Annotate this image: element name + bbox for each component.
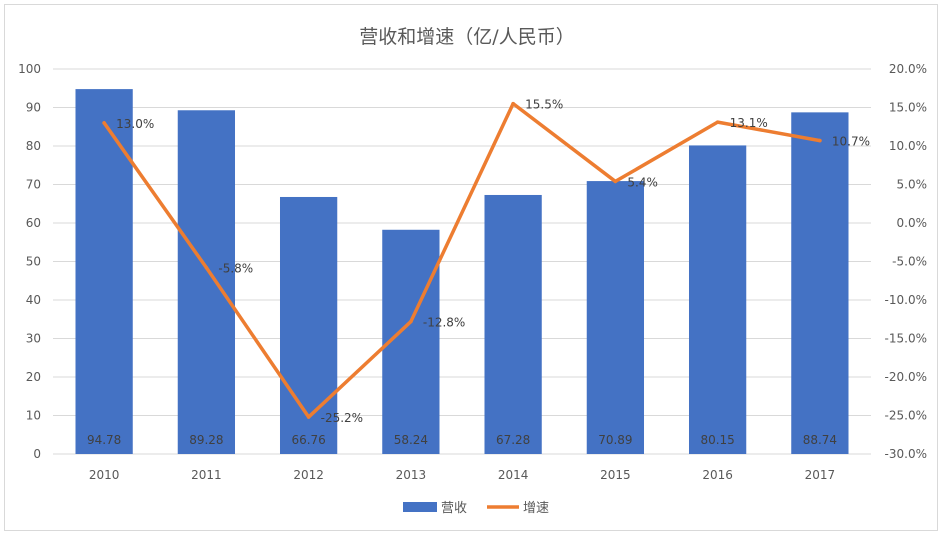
bar-value-label: 94.78 (87, 433, 121, 447)
line-point (613, 179, 618, 184)
left-tick-label: 80 (26, 139, 41, 153)
line-value-label: -12.8% (423, 316, 465, 330)
line-point (818, 138, 822, 143)
bar-value-label: 67.28 (496, 433, 530, 447)
x-axis-ticks: 2010 2011 2012 2013 2014 2015 2016 2017 (89, 468, 835, 482)
bar (688, 145, 747, 455)
left-tick-label: 20 (26, 370, 41, 384)
legend-label-line: 增速 (523, 501, 549, 516)
legend-swatch-bar (403, 502, 437, 512)
bar-value-label: 80.15 (700, 433, 734, 447)
bar-value-label: 70.89 (598, 433, 632, 447)
right-tick-label: 15.0% (889, 101, 927, 115)
left-tick-label: 90 (26, 101, 41, 115)
line-series (102, 101, 822, 419)
right-tick-label: -10.0% (885, 293, 927, 307)
bar (382, 229, 440, 454)
right-tick-label: -20.0% (885, 370, 927, 384)
line-data-labels: 13.0% -5.8% -25.2% -12.8% 15.5% 5.4% 13.1% 10.7… (116, 98, 870, 425)
left-tick-label: 0 (33, 447, 41, 461)
x-tick-label: 2013 (396, 468, 427, 482)
left-tick-label: 70 (26, 178, 41, 192)
x-tick-label: 2014 (498, 468, 529, 482)
right-axis-ticks: -30.0% -25.0% -20.0% -15.0% -10.0% -5.0% 0.0% 5… (885, 62, 927, 461)
bar-value-label: 58.24 (394, 433, 428, 447)
x-tick-label: 2010 (89, 468, 120, 482)
bar (586, 181, 645, 455)
line-value-label: 15.5% (525, 98, 563, 112)
left-tick-label: 30 (26, 332, 41, 346)
left-tick-label: 100 (18, 62, 41, 76)
line-value-label: -25.2% (321, 411, 363, 425)
left-tick-label: 60 (26, 216, 41, 230)
line-point (715, 120, 720, 124)
left-tick-label: 50 (26, 255, 41, 269)
line-point (511, 101, 515, 106)
right-tick-label: 10.0% (889, 139, 927, 153)
right-tick-label: 0.0% (897, 216, 928, 230)
line-value-label: 5.4% (627, 175, 658, 189)
bar (484, 194, 542, 455)
line-value-label: 13.0% (116, 117, 154, 131)
right-tick-label: -30.0% (885, 447, 927, 461)
bar-value-label: 66.76 (291, 433, 325, 447)
left-tick-label: 40 (26, 293, 41, 307)
combo-chart: 94.78 89.28 66.76 58.24 67.28 70.89 80.15 88.74… (18, 26, 927, 516)
bar (279, 196, 338, 454)
legend-label-bar: 营收 (441, 501, 467, 516)
x-tick-label: 2012 (293, 468, 324, 482)
right-tick-label: 20.0% (889, 62, 927, 76)
bar (75, 89, 133, 455)
bar-series (75, 89, 849, 455)
line-point (409, 319, 413, 324)
bar-data-labels: 94.78 89.28 66.76 58.24 67.28 70.89 80.15 88.74 (87, 433, 837, 447)
bar (177, 110, 236, 454)
right-tick-label: -25.0% (885, 409, 927, 423)
bar-value-label: 88.74 (803, 433, 837, 447)
bar (791, 112, 849, 454)
line-point (204, 265, 209, 270)
line-value-label: 10.7% (832, 135, 870, 149)
x-tick-label: 2015 (600, 468, 631, 482)
chart-frame: 94.78 89.28 66.76 58.24 67.28 70.89 80.15 88.74… (4, 4, 938, 531)
line-value-label: -5.8% (218, 262, 253, 276)
right-tick-label: -15.0% (885, 332, 927, 346)
x-tick-label: 2017 (805, 468, 836, 482)
right-tick-label: 5.0% (897, 178, 928, 192)
legend: 营收 增速 (403, 501, 549, 516)
x-tick-label: 2011 (191, 468, 222, 482)
x-tick-label: 2016 (702, 468, 733, 482)
line-value-label: 13.1% (730, 116, 768, 130)
chart-title: 营收和增速（亿/人民币） (359, 26, 574, 48)
line-point (306, 415, 311, 419)
bar-value-label: 89.28 (189, 433, 223, 447)
left-tick-label: 10 (26, 409, 41, 423)
right-tick-label: -5.0% (892, 255, 927, 269)
growth-line (102, 101, 822, 419)
left-axis-ticks: 0 10 20 30 40 50 60 70 80 90 100 (18, 62, 41, 461)
line-point (102, 121, 106, 125)
